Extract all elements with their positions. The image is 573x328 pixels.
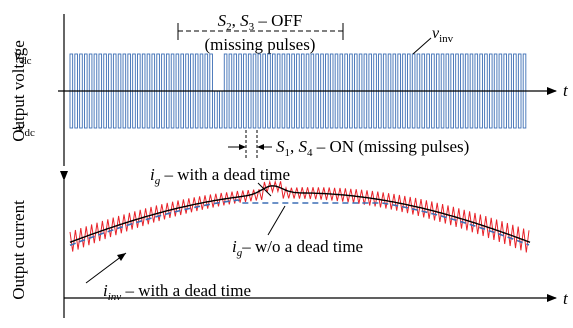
- ig-no-dead-time-waveform: [69, 199, 530, 247]
- annotation-missing-pulses-top: (missing pulses): [205, 35, 316, 54]
- tick-label-vdc: vdc: [14, 47, 32, 67]
- vinv-pointer: [412, 37, 432, 55]
- label-ig-without-dead-time: ig– w/o a dead time: [232, 237, 363, 259]
- bottom-panel: Output current t ig – with a dead time i…: [9, 165, 569, 318]
- label-ig-with-dead-time: ig – with a dead time: [150, 165, 290, 187]
- pointer-ig-dead: [257, 182, 272, 197]
- tick-label-neg-vdc: -vdc: [12, 119, 35, 139]
- top-y-axis-label: Output voltage: [9, 40, 28, 142]
- label-iinv-with-dead-time: iinv – with a dead time: [103, 281, 251, 303]
- annotation-s2-s3-off: S2, S3 – OFF: [218, 11, 303, 33]
- top-x-axis-label: t: [563, 81, 569, 100]
- pointer-iinv-arrowhead: [117, 253, 126, 261]
- pointer-ig-nodead: [267, 205, 286, 236]
- ig-dead-time-waveform: [69, 185, 531, 243]
- bottom-x-axis-label: t: [563, 289, 569, 308]
- iinv-waveform: [69, 179, 530, 253]
- pwm-pulse: [214, 90, 218, 129]
- annotation-s1-s4-on: S1, S4 – ON (missing pulses): [276, 137, 469, 159]
- bottom-y-axis-label: Output current: [9, 200, 28, 300]
- top-panel: Output voltage t vdc -vdc vinv S2, S3 – …: [9, 11, 569, 166]
- signal-label-vinv: vinv: [432, 25, 454, 45]
- pwm-pulse: [218, 90, 223, 129]
